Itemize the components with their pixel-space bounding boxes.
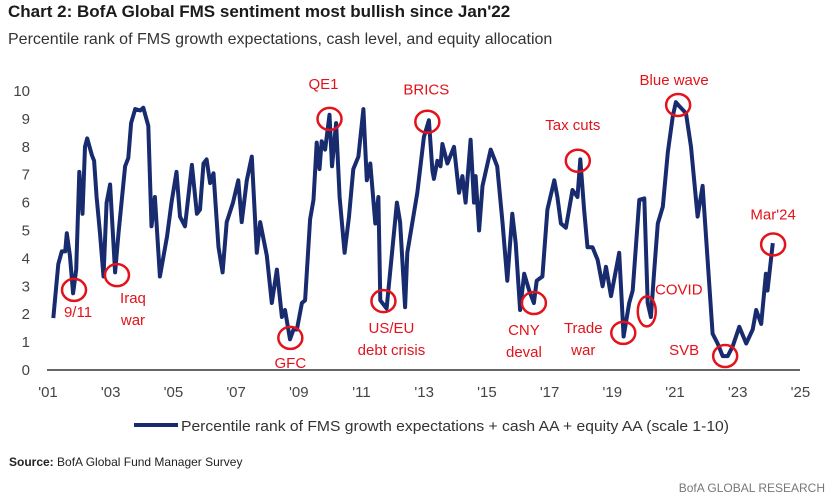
annotation-circle <box>103 262 131 288</box>
annotation: Trade war <box>564 320 637 359</box>
y-tick-label: 4 <box>22 250 30 267</box>
annotation-circle <box>711 343 739 369</box>
x-tick-label: '19 <box>603 384 623 401</box>
annotation-circle <box>564 148 592 173</box>
x-tick-label: '25 <box>791 384 811 401</box>
annotation: COVID <box>636 281 703 328</box>
chart-subtitle: Percentile rank of FMS growth expectatio… <box>8 31 552 48</box>
x-tick-label: '05 <box>164 384 184 401</box>
source-text: BofA Global Fund Manager Survey <box>57 455 242 469</box>
y-tick-label: 6 <box>22 195 30 212</box>
annotation-label: QE1 <box>309 76 339 93</box>
x-tick-label: '13 <box>414 384 434 401</box>
annotation-label: war <box>570 342 595 359</box>
annotation-label: CNY <box>508 322 540 339</box>
annotation: BRICS <box>403 82 449 134</box>
series-line <box>51 100 775 359</box>
annotation-circle <box>610 320 637 346</box>
y-tick-label: 1 <box>22 334 30 351</box>
brand-label: BofA GLOBAL RESEARCH <box>679 481 825 495</box>
y-tick-label: 5 <box>22 223 30 240</box>
annotation-label: GFC <box>274 355 306 372</box>
annotation: US/EU debt crisis <box>358 288 426 359</box>
annotation-label: war <box>120 312 145 329</box>
annotation-circle <box>370 288 397 314</box>
annotation: CNY deval <box>506 290 548 361</box>
annotation-circle <box>636 295 658 328</box>
y-tick-label: 7 <box>22 167 30 184</box>
annotation-circle <box>664 92 692 118</box>
x-tick-label: '07 <box>226 384 246 401</box>
x-tick-label: '09 <box>289 384 309 401</box>
y-tick-label: 8 <box>22 139 30 156</box>
legend: Percentile rank of FMS growth expectatio… <box>134 419 729 435</box>
annotation-circle <box>520 290 548 316</box>
annotation: Tax cuts <box>545 117 600 173</box>
x-tick-label: '23 <box>728 384 748 401</box>
annotation-circle <box>277 325 304 351</box>
annotation-label: BRICS <box>403 82 449 99</box>
source-label: Source: <box>9 455 54 469</box>
annotation: SVB <box>669 342 739 369</box>
y-tick-label: 0 <box>22 362 30 379</box>
annotation-label: Tax cuts <box>545 117 600 134</box>
x-tick-label: '03 <box>101 384 121 401</box>
y-tick-label: 3 <box>22 278 30 295</box>
annotation: QE1 <box>309 76 343 132</box>
annotation-label: 9/11 <box>64 304 92 321</box>
annotation: 9/11 <box>60 277 92 321</box>
annotation-label: SVB <box>669 342 699 359</box>
chart-title: Chart 2: BofA Global FMS sentiment most … <box>8 2 510 21</box>
x-tick-label: '17 <box>540 384 560 401</box>
annotation: Iraq war <box>103 262 146 329</box>
source-note: Source: BofA Global Fund Manager Survey <box>9 455 242 469</box>
legend-label: Percentile rank of FMS growth expectatio… <box>181 419 729 435</box>
annotation-circle <box>60 277 88 303</box>
annotation-circle <box>414 109 441 134</box>
x-tick-label: '01 <box>38 384 58 401</box>
annotation-label: debt crisis <box>358 342 426 359</box>
annotation: Blue wave <box>640 72 709 118</box>
y-tick-label: 9 <box>22 111 30 128</box>
y-tick-label: 2 <box>22 306 30 323</box>
annotation-circle <box>316 106 343 132</box>
x-tick-label: '11 <box>352 384 370 401</box>
annotation-label: Mar'24 <box>750 206 795 223</box>
annotation: Mar'24 <box>750 206 796 257</box>
annotation-label: COVID <box>655 281 703 298</box>
annotation-label: Iraq <box>120 290 146 307</box>
annotation-label: US/EU <box>369 320 415 337</box>
annotation: GFC <box>274 325 306 372</box>
x-tick-label: '15 <box>477 384 497 401</box>
annotation-label: deval <box>506 344 542 361</box>
x-tick-label: '21 <box>665 384 685 401</box>
annotation-label: Trade <box>564 320 603 337</box>
annotation-circle <box>759 232 787 257</box>
annotation-label: Blue wave <box>640 72 709 89</box>
y-tick-label: 10 <box>13 83 30 100</box>
